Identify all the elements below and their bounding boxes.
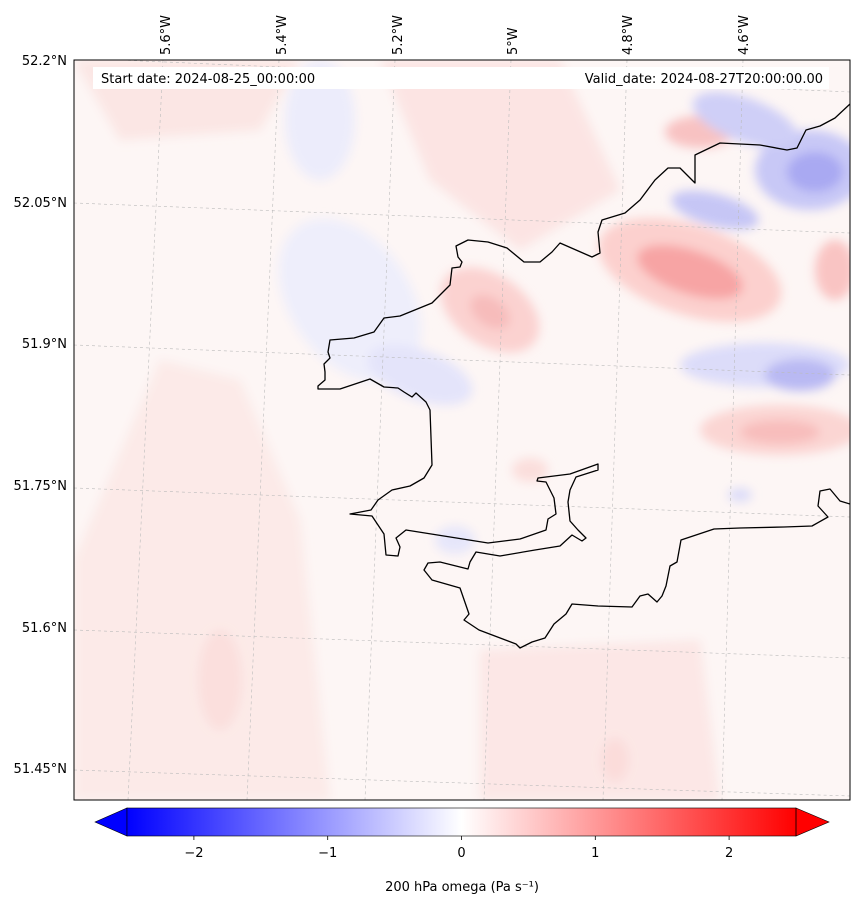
lat-label-51-45n: 51.45°N	[14, 762, 67, 777]
latitude-labels: 52.2°N 52.05°N 51.9°N 51.75°N 51.6°N 51.…	[14, 54, 67, 777]
lat-label-52-2n: 52.2°N	[22, 54, 67, 69]
colorbar-ticks: −2 −1 0 1 2	[184, 836, 733, 861]
map-frame	[73, 59, 851, 801]
lat-label-51-9n: 51.9°N	[22, 337, 67, 352]
lon-label-4-6w: 4.6°W	[737, 15, 752, 55]
lat-label-51-75n: 51.75°N	[14, 479, 67, 494]
colorbar-tick-label: 1	[591, 846, 599, 861]
lat-label-52-05n: 52.05°N	[14, 196, 67, 211]
date-box	[93, 67, 829, 89]
colorbar-label: 200 hPa omega (Pa s⁻¹)	[385, 880, 539, 895]
start-date: Start date: 2024-08-25_00:00:00	[101, 72, 315, 87]
colorbar-tick-label: −2	[184, 846, 203, 861]
lon-label-5-2w: 5.2°W	[391, 15, 406, 55]
colorbar-tick-label: −1	[318, 846, 337, 861]
coastline	[317, 103, 850, 649]
colorbar: −2 −1 0 1 2 200 hPa omega (Pa s⁻¹)	[94, 807, 830, 895]
colorbar-tick-label: 2	[725, 846, 733, 861]
lon-label-5-4w: 5.4°W	[275, 15, 290, 55]
valid-date: Valid_date: 2024-08-27T20:00:00.00	[585, 72, 823, 87]
lat-label-51-6n: 51.6°N	[22, 621, 67, 636]
lon-label-5-6w: 5.6°W	[159, 15, 174, 55]
colorbar-gradient	[127, 808, 796, 836]
longitude-labels: 5.6°W 5.4°W 5.2°W 5°W 4.8°W 4.6°W	[159, 15, 752, 55]
colorbar-high-extend	[795, 807, 830, 837]
colorbar-low-extend	[94, 807, 128, 837]
lon-label-4-8w: 4.8°W	[621, 15, 636, 55]
lon-label-5w: 5°W	[506, 27, 521, 55]
omega-field	[74, 60, 850, 800]
colorbar-tick-label: 0	[457, 846, 465, 861]
